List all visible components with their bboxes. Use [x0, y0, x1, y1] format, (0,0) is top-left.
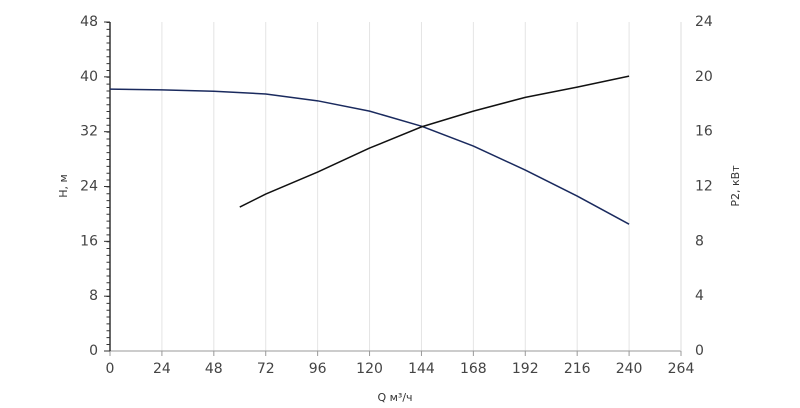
x-tick-label: 144	[408, 361, 435, 377]
series-line	[239, 75, 630, 208]
y2-tick-label: 4	[695, 288, 704, 304]
series-line	[109, 88, 630, 225]
y2-tick-label: 12	[695, 179, 713, 195]
x-axis-title: Q м³/ч	[377, 391, 412, 404]
y2-axis-title: P2, кВт	[729, 165, 742, 207]
y-tick-label: 8	[89, 288, 98, 304]
y-tick-label: 0	[89, 343, 98, 359]
y-axis-title: H, м	[57, 174, 70, 198]
x-tick-label: 168	[460, 361, 487, 377]
y-tick-label: 48	[80, 14, 98, 30]
x-tick-label: 0	[106, 361, 115, 377]
y2-tick-label: 0	[695, 343, 704, 359]
x-tick-label: 24	[153, 361, 171, 377]
x-tick-label: 192	[512, 361, 539, 377]
y-tick-label: 16	[80, 233, 98, 249]
x-tick-label: 216	[564, 361, 591, 377]
x-tick-label: 264	[668, 361, 695, 377]
x-tick-label: 240	[616, 361, 643, 377]
y2-tick-label: 24	[695, 14, 713, 30]
y-tick-label: 32	[80, 124, 98, 140]
y2-tick-label: 16	[695, 124, 713, 140]
x-tick-label: 48	[205, 361, 223, 377]
x-tick-label: 120	[356, 361, 383, 377]
y2-tick-label: 20	[695, 69, 713, 85]
x-tick-label: 96	[309, 361, 327, 377]
y-tick-label: 40	[80, 69, 98, 85]
x-tick-label: 72	[257, 361, 275, 377]
y2-tick-label: 8	[695, 233, 704, 249]
y-tick-label: 24	[80, 179, 98, 195]
